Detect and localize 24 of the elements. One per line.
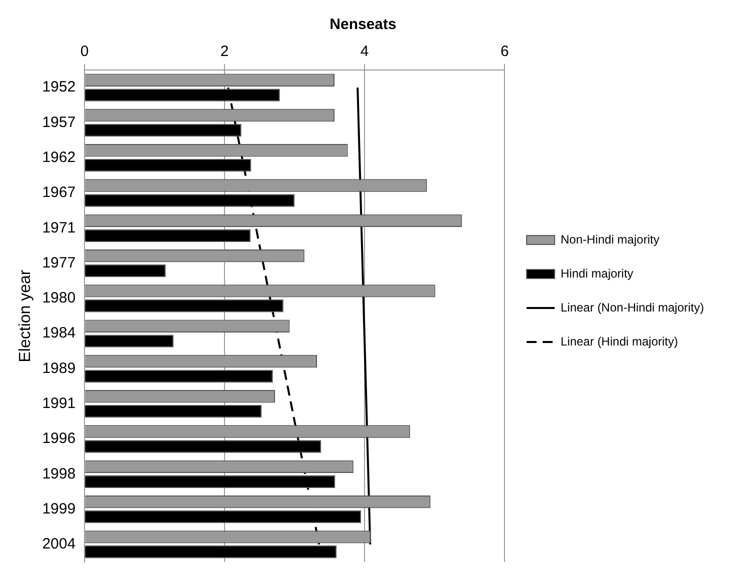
y-tick-label: 1989 — [42, 360, 76, 377]
legend-label: Non-Hindi majority — [560, 232, 660, 246]
y-tick-label: 1984 — [42, 324, 76, 342]
legend-label: Hindi majority — [560, 266, 634, 280]
chart-title: Nenseats — [330, 16, 396, 34]
y-tick-label: 1999 — [42, 500, 76, 518]
y-tick-label: 1952 — [42, 78, 76, 96]
y-axis-title: Election year — [17, 269, 34, 362]
y-tick-label: 1996 — [42, 430, 76, 448]
y-tick-label: 1977 — [42, 254, 76, 272]
y-tick-label: 1967 — [42, 184, 76, 202]
x-tick-label: 6 — [500, 43, 509, 60]
y-tick-label: 1957 — [42, 114, 76, 131]
y-tick-label: 1980 — [42, 290, 76, 307]
x-tick-label: 0 — [80, 43, 89, 60]
legend-label: Linear (Non-Hindi majority) — [560, 300, 704, 314]
y-tick-label: 1971 — [42, 219, 76, 236]
y-tick-label: 1998 — [42, 465, 76, 482]
x-tick-label: 4 — [360, 43, 369, 60]
y-tick-label: 1962 — [42, 149, 76, 166]
y-tick-label: 1991 — [42, 395, 76, 412]
y-tick-label: 2004 — [42, 536, 76, 553]
legend-label: Linear (Hindi majority) — [560, 334, 678, 348]
x-tick-label: 2 — [220, 43, 229, 60]
